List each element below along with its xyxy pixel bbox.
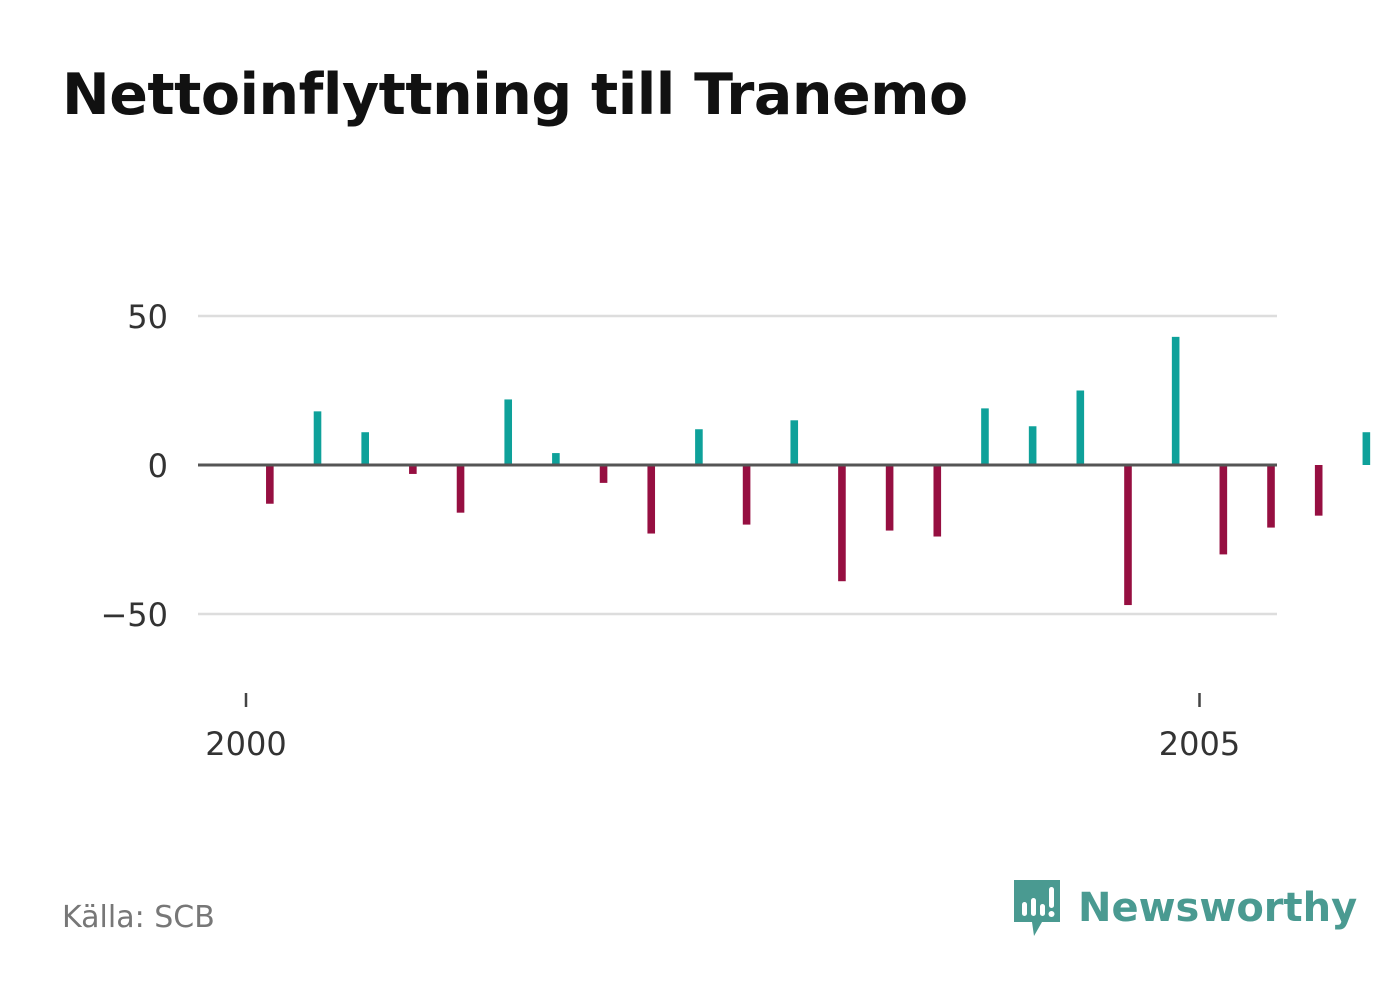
bar (456, 465, 465, 513)
bar (313, 411, 322, 465)
bar (1076, 390, 1085, 465)
bar (1219, 465, 1228, 555)
bar (838, 465, 846, 582)
bar (1314, 465, 1323, 516)
bar (504, 399, 513, 465)
bar (599, 465, 608, 483)
bar (552, 453, 560, 465)
y-tick-label: 50 (127, 298, 168, 336)
y-tick-label: −50 (100, 596, 168, 634)
bar (409, 465, 417, 474)
axes: −50050200020052010201520202025 (100, 298, 1277, 763)
bar (266, 465, 274, 504)
source-label: Källa: SCB (62, 900, 215, 935)
bar (1171, 336, 1180, 465)
brand-name: Newsworthy (1078, 885, 1358, 931)
bar (1267, 465, 1275, 528)
bar (695, 429, 703, 465)
bar (1028, 426, 1037, 465)
newsworthy-logo-icon (1014, 880, 1060, 936)
chart-title: Nettoinflyttning till Tranemo (62, 62, 968, 128)
bar (933, 465, 942, 537)
x-tick-label: 2005 (1159, 725, 1240, 763)
bar (742, 465, 751, 525)
brand-logo[interactable]: Newsworthy (1012, 878, 1357, 938)
bar (790, 420, 799, 465)
bar (1362, 432, 1371, 465)
bar (361, 432, 369, 465)
bar (981, 408, 989, 465)
y-tick-label: 0 (148, 447, 168, 485)
x-tick-label: 2000 (205, 725, 286, 763)
bar (885, 465, 894, 531)
bar (1124, 465, 1132, 606)
bars (266, 336, 1371, 606)
bar (647, 465, 656, 534)
gridlines (198, 314, 1277, 616)
